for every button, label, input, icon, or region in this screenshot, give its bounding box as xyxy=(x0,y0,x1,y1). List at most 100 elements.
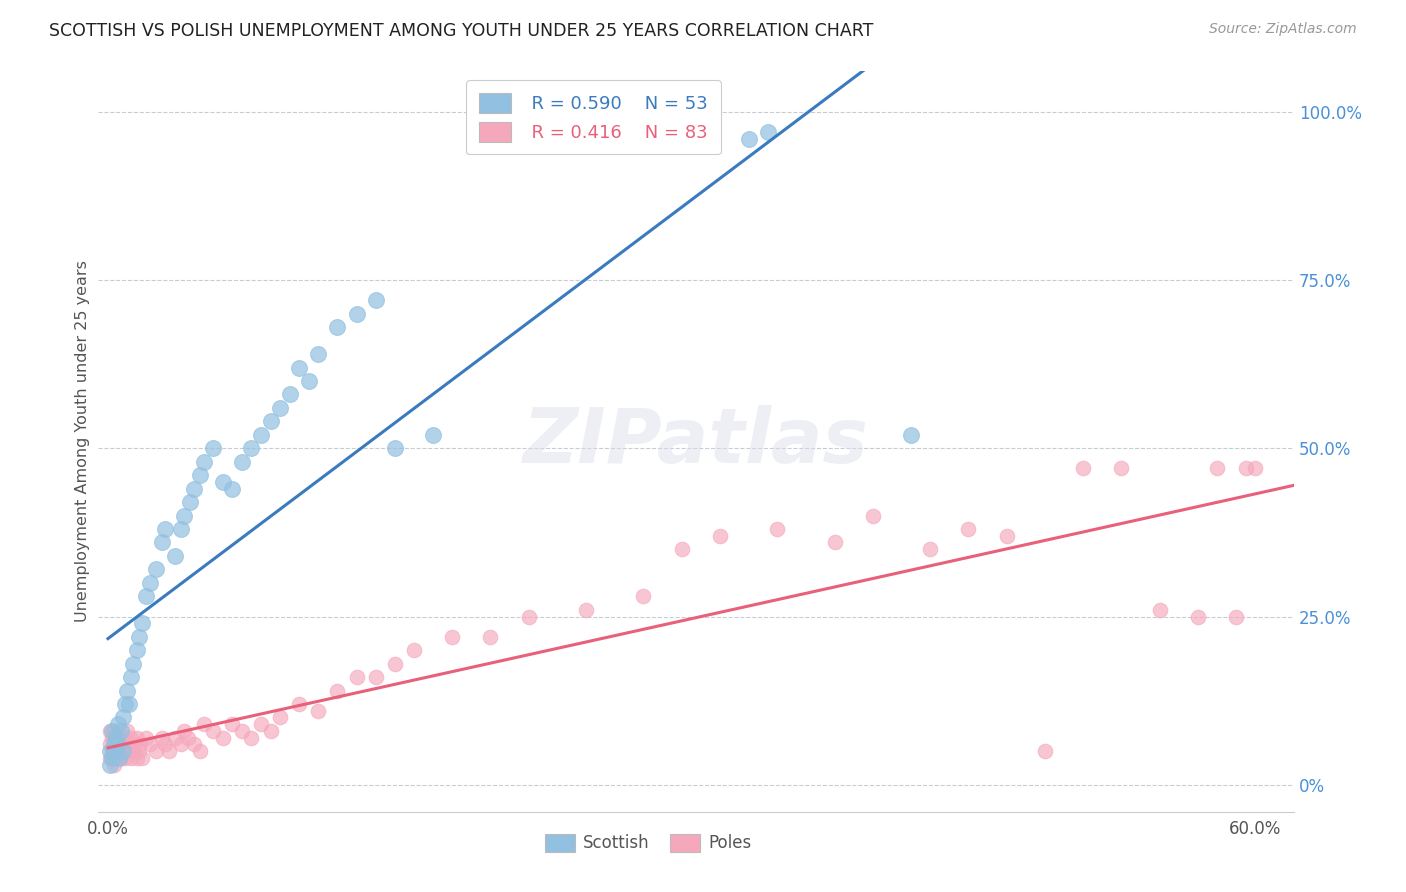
Point xyxy=(183,738,205,752)
Point xyxy=(211,475,233,489)
Point xyxy=(163,731,186,745)
Point xyxy=(115,683,138,698)
Point xyxy=(259,723,281,738)
Point xyxy=(298,374,321,388)
Point xyxy=(202,442,225,456)
Point xyxy=(575,603,598,617)
Point xyxy=(155,738,177,752)
Point xyxy=(1206,461,1229,475)
Text: ZIPatlas: ZIPatlas xyxy=(523,405,869,478)
Point xyxy=(103,738,125,752)
Point xyxy=(120,731,142,745)
Point xyxy=(121,744,143,758)
Point xyxy=(112,744,135,758)
Point xyxy=(240,442,263,456)
Point xyxy=(118,697,141,711)
Point xyxy=(202,723,225,738)
Point xyxy=(110,751,132,765)
Point xyxy=(1149,603,1171,617)
Point xyxy=(1187,609,1209,624)
Point xyxy=(231,723,253,738)
Point xyxy=(422,427,444,442)
Y-axis label: Unemployment Among Youth under 25 years: Unemployment Among Youth under 25 years xyxy=(75,260,90,623)
Point xyxy=(326,320,349,334)
Point xyxy=(737,131,759,145)
Point xyxy=(101,751,124,765)
Point xyxy=(384,657,406,671)
Point xyxy=(125,643,148,657)
Point xyxy=(115,744,138,758)
Point xyxy=(107,738,129,752)
Point xyxy=(139,738,162,752)
Point xyxy=(183,482,205,496)
Point xyxy=(163,549,186,563)
Point xyxy=(402,643,425,657)
Point xyxy=(250,717,273,731)
Point xyxy=(756,125,779,139)
Point xyxy=(114,697,136,711)
Point xyxy=(101,751,124,765)
Point xyxy=(101,744,124,758)
Point xyxy=(900,427,922,442)
Point xyxy=(1033,744,1056,758)
Text: SCOTTISH VS POLISH UNEMPLOYMENT AMONG YOUTH UNDER 25 YEARS CORRELATION CHART: SCOTTISH VS POLISH UNEMPLOYMENT AMONG YO… xyxy=(49,22,873,40)
Point xyxy=(115,723,138,738)
Point xyxy=(1244,461,1267,475)
Point xyxy=(709,529,731,543)
Point xyxy=(150,535,173,549)
Point xyxy=(125,731,148,745)
Point xyxy=(101,731,124,745)
Point xyxy=(269,710,291,724)
Point xyxy=(98,751,121,765)
Point xyxy=(1225,609,1247,624)
Point xyxy=(211,731,233,745)
Point xyxy=(124,738,146,752)
Point xyxy=(288,697,311,711)
Point xyxy=(193,717,215,731)
Point xyxy=(114,738,136,752)
Point xyxy=(107,717,129,731)
Point xyxy=(326,683,349,698)
Point xyxy=(259,414,281,428)
Point xyxy=(173,723,195,738)
Point xyxy=(269,401,291,415)
Point xyxy=(104,731,127,745)
Legend: Scottish, Poles: Scottish, Poles xyxy=(538,827,758,859)
Point xyxy=(250,427,273,442)
Point xyxy=(364,293,387,308)
Point xyxy=(177,731,200,745)
Point xyxy=(633,590,655,604)
Point xyxy=(131,751,153,765)
Point xyxy=(98,744,121,758)
Point xyxy=(107,751,129,765)
Point xyxy=(101,723,124,738)
Point xyxy=(112,731,135,745)
Point xyxy=(995,529,1018,543)
Point xyxy=(288,360,311,375)
Point xyxy=(98,723,121,738)
Point xyxy=(169,738,191,752)
Point xyxy=(121,657,143,671)
Point xyxy=(766,522,789,536)
Point xyxy=(129,738,152,752)
Point xyxy=(824,535,846,549)
Point xyxy=(221,482,243,496)
Point xyxy=(231,455,253,469)
Point xyxy=(145,744,167,758)
Point xyxy=(920,542,942,557)
Point xyxy=(173,508,195,523)
Point xyxy=(179,495,201,509)
Point xyxy=(155,522,177,536)
Point xyxy=(517,609,540,624)
Point xyxy=(150,731,173,745)
Point xyxy=(103,738,125,752)
Point xyxy=(862,508,884,523)
Point xyxy=(110,738,132,752)
Text: Source: ZipAtlas.com: Source: ZipAtlas.com xyxy=(1209,22,1357,37)
Point xyxy=(384,442,406,456)
Point xyxy=(169,522,191,536)
Point xyxy=(98,757,121,772)
Point xyxy=(112,710,135,724)
Point xyxy=(98,738,121,752)
Point xyxy=(135,731,157,745)
